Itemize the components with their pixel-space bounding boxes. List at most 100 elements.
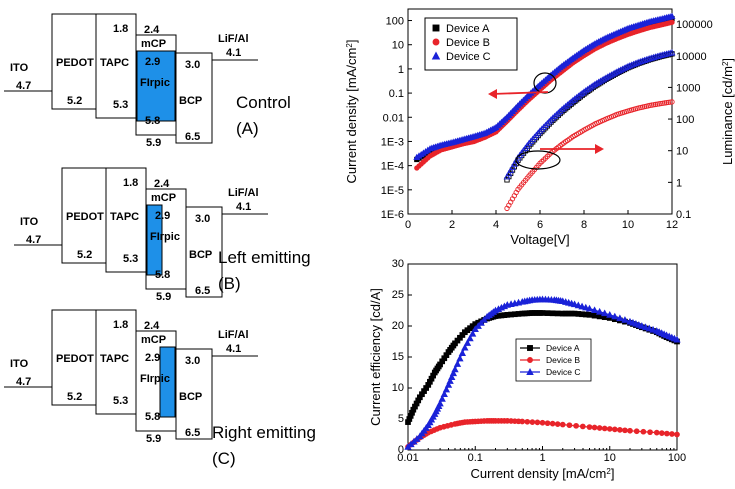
firpic-bottom-value: 5.8 bbox=[155, 269, 170, 281]
tapc-top-value: 1.8 bbox=[113, 319, 128, 331]
data-point bbox=[669, 99, 675, 105]
data-point bbox=[448, 373, 456, 380]
bcp-label: BCP bbox=[179, 391, 202, 403]
y-tick-label: 0 bbox=[398, 444, 404, 456]
tapc-label: TAPC bbox=[100, 57, 129, 69]
data-point bbox=[660, 100, 666, 106]
cathode-label: LiF/Al bbox=[218, 329, 249, 341]
legend-marker bbox=[527, 345, 533, 351]
mcp-bottom-value: 5.9 bbox=[146, 137, 161, 149]
y-tick-label: 5 bbox=[398, 413, 404, 425]
data-point bbox=[606, 311, 614, 318]
legend-label: Device C bbox=[446, 51, 491, 63]
tapc-top-value: 1.8 bbox=[113, 23, 128, 35]
y-axis-label: Current efficiency [cd/A] bbox=[368, 288, 383, 426]
data-point bbox=[436, 399, 444, 407]
data-point bbox=[559, 421, 566, 428]
data-point bbox=[674, 431, 680, 438]
data-point bbox=[505, 169, 513, 177]
cathode-value: 4.1 bbox=[226, 47, 241, 59]
firpic-bottom-value: 5.8 bbox=[145, 115, 160, 127]
x-axis-label: Voltage[V] bbox=[510, 232, 569, 247]
diagram-caption: Right emitting bbox=[212, 423, 316, 442]
x-tick-label: 100 bbox=[668, 452, 686, 464]
data-point bbox=[662, 100, 668, 106]
data-point bbox=[601, 425, 608, 432]
legend-marker bbox=[431, 51, 441, 60]
data-point bbox=[558, 105, 566, 113]
y2-axis-label: Luminance [cd/m2] bbox=[720, 58, 735, 165]
data-point bbox=[503, 173, 511, 180]
data-point bbox=[673, 335, 681, 343]
mcp-label: mCP bbox=[151, 192, 176, 204]
cathode-value: 4.1 bbox=[236, 201, 251, 213]
plot-series bbox=[404, 295, 681, 450]
y2-tick-label: 10 bbox=[676, 146, 688, 158]
data-point bbox=[529, 419, 536, 425]
bcp-box bbox=[185, 206, 223, 298]
ito-label: ITO bbox=[20, 216, 39, 228]
data-point bbox=[663, 100, 670, 106]
firpic-box bbox=[136, 50, 176, 122]
data-point bbox=[553, 111, 560, 118]
pedot-box bbox=[61, 167, 107, 264]
data-point bbox=[442, 385, 451, 393]
label-tail: ] bbox=[344, 40, 359, 44]
y2-tick-label: 100 bbox=[676, 114, 694, 126]
x-axis-label: Current density [mA/cm2] bbox=[471, 466, 615, 481]
x-tick-label: 12 bbox=[666, 219, 678, 231]
bcp-top-value: 3.0 bbox=[185, 355, 200, 367]
firpic-top-value: 2.9 bbox=[145, 352, 160, 364]
legend-marker bbox=[432, 24, 440, 32]
series-device-b bbox=[405, 418, 680, 450]
data-point bbox=[586, 311, 593, 318]
data-point bbox=[551, 112, 559, 119]
diagram-letter: (B) bbox=[218, 274, 241, 293]
data-point bbox=[510, 160, 518, 167]
series-device-b-luminance bbox=[504, 99, 675, 212]
data-point bbox=[556, 107, 564, 114]
arrow-right-head bbox=[595, 144, 604, 154]
data-point bbox=[519, 418, 526, 425]
ito-label: ITO bbox=[10, 62, 29, 74]
mcp-top-value: 2.4 bbox=[144, 24, 160, 36]
data-point bbox=[622, 427, 628, 434]
tapc-bottom-value: 5.3 bbox=[113, 99, 128, 111]
data-point bbox=[667, 99, 673, 105]
tapc-box bbox=[105, 167, 147, 273]
x-tick-label: 10 bbox=[604, 452, 616, 464]
data-point bbox=[579, 423, 586, 430]
y-tick-label: 1E-4 bbox=[381, 161, 404, 173]
y-tick-label: 10 bbox=[392, 40, 404, 52]
data-point bbox=[601, 309, 609, 317]
series-device-c-luminance bbox=[503, 49, 676, 180]
y-axis-label: Current density [mA/cm2] bbox=[344, 40, 359, 184]
data-point bbox=[539, 419, 546, 426]
x-tick-label: 8 bbox=[581, 219, 587, 231]
data-point bbox=[524, 418, 531, 425]
data-point bbox=[590, 306, 599, 314]
data-point bbox=[617, 427, 623, 433]
data-point bbox=[549, 114, 557, 121]
legend: Device A Device B Device C bbox=[515, 338, 592, 382]
y-tick-label: 0.1 bbox=[389, 88, 404, 100]
x-tick-label: 0.01 bbox=[397, 452, 418, 464]
data-point bbox=[463, 339, 472, 346]
data-point bbox=[595, 307, 604, 315]
pedot-value: 5.2 bbox=[67, 95, 82, 107]
y-tick-label: 10 bbox=[392, 382, 404, 394]
firpic-label: FIrpic bbox=[150, 231, 180, 243]
data-point bbox=[446, 377, 454, 384]
x-tick-label: 2 bbox=[449, 219, 455, 231]
legend-label: Device B bbox=[546, 355, 580, 365]
data-point bbox=[539, 310, 546, 316]
y2-tick-label: 1000 bbox=[676, 82, 700, 94]
data-point bbox=[627, 427, 633, 434]
series-device-c-current_density bbox=[413, 12, 676, 161]
x-tick-label: 1 bbox=[539, 452, 545, 464]
data-point bbox=[596, 425, 603, 431]
y-tick-label: 100 bbox=[386, 16, 404, 28]
legend-marker bbox=[527, 357, 533, 363]
data-point bbox=[606, 426, 613, 432]
data-point bbox=[649, 325, 657, 333]
